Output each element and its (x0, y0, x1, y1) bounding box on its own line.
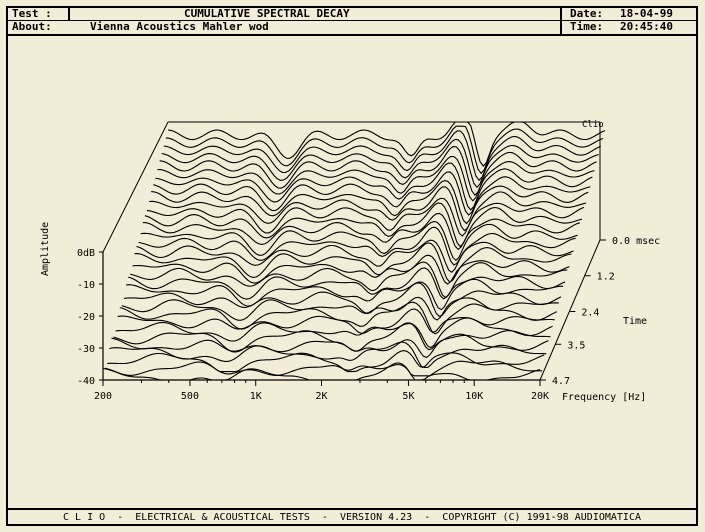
x-tick-label: 5K (402, 391, 414, 402)
decay-slice (113, 322, 551, 353)
decay-slice (119, 301, 558, 335)
date-value: 18-04-99 (620, 7, 673, 20)
chart-title: CUMULATIVE SPECTRAL DECAY (184, 7, 350, 20)
time-tick-label: 1.2 (597, 272, 615, 283)
decay-slice (111, 333, 549, 359)
decay-slice (167, 121, 606, 167)
y-tick-label: -30 (77, 344, 95, 355)
chart-labels: Amplitude Frequency [Hz] Time Clio 0dB -1… (40, 120, 660, 403)
decay-slice (115, 317, 553, 349)
time-tick-label: 4.7 (552, 376, 570, 387)
header-panel: Test : CUMULATIVE SPECTRAL DECAY About: … (8, 8, 696, 36)
decay-slice (159, 146, 597, 196)
back-wall-edge (102, 121, 169, 253)
decay-slice (149, 186, 587, 232)
y-tick-label: -40 (77, 376, 95, 387)
decay-slice (104, 360, 543, 377)
header-divider-test (68, 8, 70, 20)
time-tick-label: 2.4 (581, 307, 599, 318)
about-label: About: (12, 20, 52, 33)
decay-slice (163, 130, 602, 182)
decay-slice (157, 155, 595, 202)
time-axis-line (539, 239, 601, 381)
decay-slice (123, 282, 562, 318)
window-frame (6, 6, 698, 526)
y-tick-label: -10 (77, 280, 95, 291)
decay-slice (153, 171, 591, 216)
x-tick-label: 20K (531, 391, 549, 402)
decay-slice (142, 212, 580, 251)
y-axis-label: Amplitude (40, 222, 51, 276)
x-tick-label: 200 (94, 391, 112, 402)
y-tick-label: -20 (77, 312, 95, 323)
x-axis-label: Frequency [Hz] (562, 392, 646, 403)
decay-slice (126, 278, 564, 311)
decay-slice (132, 254, 570, 285)
x-tick-label: 2K (315, 391, 327, 402)
clio-watermark: Clio (582, 120, 604, 130)
footer-bar: C L I O - ELECTRICAL & ACOUSTICAL TESTS … (8, 508, 696, 526)
decay-slice (140, 220, 578, 262)
test-label: Test : (12, 7, 52, 20)
decay-slice (102, 362, 541, 381)
decay-slice (151, 180, 589, 225)
time-tick-label: 0.0 msec (612, 236, 660, 247)
x-tick-label: 500 (181, 391, 199, 402)
decay-slice (128, 267, 566, 300)
time-value: 20:45:40 (620, 20, 673, 33)
decay-slice (138, 226, 576, 266)
about-value: Vienna Acoustics Mahler wod (90, 20, 269, 33)
decay-slice (146, 197, 585, 237)
decay-slice (161, 138, 599, 189)
decay-slices (102, 121, 606, 381)
time-tick-label: 3.5 (567, 340, 585, 351)
date-label: Date: (570, 7, 604, 20)
decay-slice (121, 296, 559, 321)
decay-slice (136, 239, 574, 274)
x-tick-label: 1K (250, 391, 262, 402)
x-tick-label: 10K (465, 391, 483, 402)
y-tick-label: 0dB (77, 248, 95, 259)
decay-slice (130, 261, 568, 299)
header-divider-date (560, 8, 562, 34)
header-row-divider (8, 20, 696, 21)
decay-slice (107, 350, 545, 373)
time-label: Time: (570, 20, 604, 33)
decay-slice (134, 242, 572, 283)
decay-slice (144, 202, 583, 248)
decay-slice (155, 162, 593, 211)
decay-slice (109, 341, 547, 368)
decay-slice (117, 308, 555, 334)
time-axis-label: Time (623, 316, 647, 327)
decay-slice (165, 125, 604, 175)
